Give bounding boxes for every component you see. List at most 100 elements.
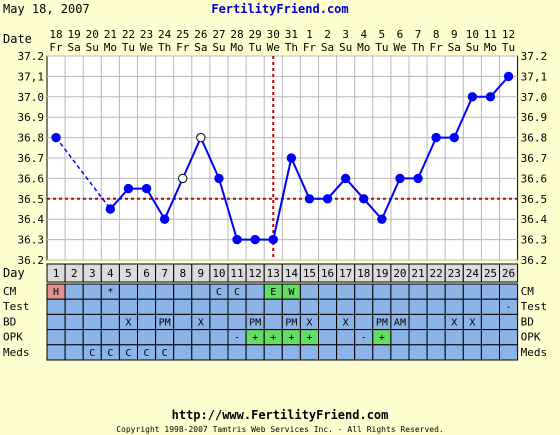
row-cell [318, 298, 338, 315]
weekday-label: Th [158, 41, 171, 54]
row-label-right: OPK [521, 331, 541, 344]
weekday-label: Th [411, 41, 424, 54]
row-cell-value: - [506, 302, 512, 313]
temperature-point [503, 71, 514, 82]
y-tick-label-left: 36.4 [18, 213, 45, 226]
row-cell [480, 283, 500, 300]
row-cell [390, 329, 410, 346]
row-cell [480, 344, 500, 361]
temperature-point [485, 92, 496, 102]
row-label-left: CM [3, 285, 17, 298]
row-cell-value: C [234, 287, 240, 298]
temperature-point [304, 194, 315, 204]
row-cell [155, 329, 175, 346]
row-cell [46, 344, 66, 361]
row-cell [82, 298, 102, 315]
row-cell [137, 283, 157, 300]
date-label: 1 [306, 28, 313, 41]
date-label: 27 [212, 28, 225, 41]
row-label-left: BD [3, 315, 16, 328]
weekday-label: Su [466, 41, 479, 54]
site-url[interactable]: http://www.FertilityFriend.com [171, 408, 389, 422]
row-cell-value: C [125, 348, 131, 359]
temperature-point [359, 194, 369, 204]
weekday-label: Sa [194, 41, 207, 54]
row-cell [155, 283, 175, 300]
row-cell [299, 344, 319, 361]
row-cell [499, 283, 519, 300]
weekday-label: We [140, 41, 153, 54]
row-cell [209, 313, 229, 331]
temperature-line [290, 157, 311, 200]
row-cell [499, 344, 519, 361]
day-number: 13 [267, 267, 280, 280]
temperature-point [159, 214, 170, 224]
row-cell [462, 283, 482, 300]
temperature-point [141, 183, 152, 194]
temperature-line [145, 188, 166, 220]
day-number: 1 [53, 267, 60, 280]
temperature-point [340, 173, 351, 184]
row-label-left: Test [3, 300, 30, 313]
row-cell [444, 298, 464, 315]
row-cell [263, 344, 283, 361]
row-cell [354, 283, 374, 300]
row-cell [173, 344, 193, 361]
date-label: 28 [230, 28, 243, 41]
row-cell-value: X [125, 317, 131, 328]
day-number: 5 [125, 267, 132, 280]
row-cell [245, 298, 265, 315]
day-number: 15 [303, 267, 316, 280]
row-cell [46, 313, 66, 331]
row-cell-value: + [379, 333, 385, 344]
day-number: 23 [448, 267, 461, 280]
weekday-label: Tu [375, 41, 388, 54]
date-label: 9 [451, 28, 458, 41]
row-cell-value: PM [376, 317, 388, 328]
date-label: 26 [194, 28, 207, 41]
date-label: 11 [484, 28, 497, 41]
row-cell [336, 283, 356, 300]
temperature-point [268, 234, 278, 245]
temperature-line [181, 137, 202, 179]
row-cell-value: C [144, 348, 150, 359]
row-cell [64, 283, 84, 300]
row-cell [155, 298, 175, 315]
date-label: 30 [267, 28, 280, 41]
day-number: 8 [179, 267, 186, 280]
row-cell [426, 313, 446, 331]
row-cell-value: C [162, 348, 168, 359]
row-cell-value: C [107, 348, 113, 359]
y-tick-label-left: 37,1 [18, 70, 45, 83]
row-cell [137, 298, 157, 315]
row-cell-value: + [270, 333, 276, 344]
date-label: 8 [433, 28, 440, 41]
temperature-point [51, 132, 61, 143]
y-tick-label-right: 36.5 [521, 193, 548, 206]
row-cell [245, 283, 265, 300]
row-cell [354, 298, 374, 315]
y-tick-label-left: 36.2 [18, 254, 45, 267]
row-cell-value: C [89, 348, 95, 359]
temperature-point [232, 234, 242, 245]
row-cell-value: C [216, 287, 222, 298]
row-cell [408, 344, 428, 361]
date-label: 4 [360, 28, 367, 41]
row-cell-value: + [288, 333, 294, 344]
weekday-label: Su [86, 41, 99, 54]
row-cell [263, 298, 283, 315]
temperature-line-dashed [55, 137, 111, 210]
row-cell [173, 283, 193, 300]
date-label: 2 [324, 28, 331, 41]
row-cell [444, 344, 464, 361]
row-cell [227, 344, 247, 361]
row-cell [227, 313, 247, 331]
weekday-label: Sa [448, 41, 461, 54]
row-cell [408, 329, 428, 346]
y-tick-label-right: 36.9 [521, 111, 548, 124]
row-cell [64, 344, 84, 361]
row-cell [46, 298, 66, 315]
row-cell [46, 329, 66, 346]
row-cell [64, 313, 84, 331]
date-label: 29 [249, 28, 262, 41]
